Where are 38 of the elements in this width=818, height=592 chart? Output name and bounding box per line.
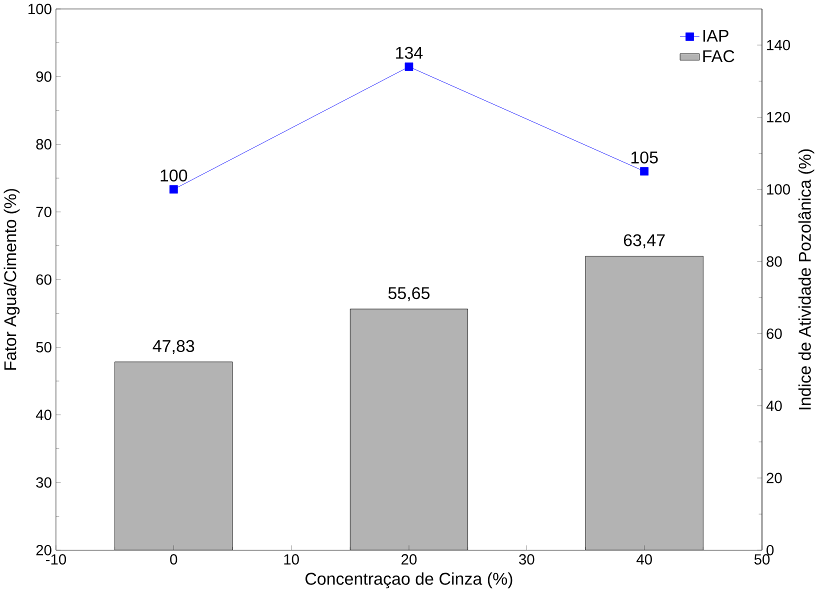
x-tick-label: -10 [46,554,66,565]
y2-tick-label: 80 [766,256,782,267]
x-tick-label: 50 [754,554,770,565]
legend-label: IAP [703,30,728,42]
x-tick-label: 30 [519,554,534,565]
y-tick-label: 60 [36,274,52,285]
point [404,62,414,71]
y-axis-title: Fator Agua/Cimento (%) [4,189,20,370]
x-tick-label: 40 [636,554,652,565]
y2-tick-label: 0 [766,544,774,556]
y2-tick-label: 20 [766,472,782,484]
point [640,167,649,176]
data-label: 105 [631,151,658,164]
y-tick-label: 20 [36,544,52,556]
y-tick-label: 90 [36,71,52,82]
y-tick-label: 70 [36,206,52,218]
y2-tick-label: 60 [766,328,782,339]
y2-tick-label: 140 [767,40,790,50]
data-label: 55,65 [388,287,430,302]
y2-tick-label: 120 [767,112,790,122]
data-label: 134 [396,46,423,59]
data-label: 47,83 [152,340,194,354]
y2-axis-title: Indice de Atividade Pozolânica (%) [798,149,814,410]
y-tick-label: 30 [36,477,52,488]
y-tick-label: 40 [36,410,52,420]
y-tick-label: 50 [36,342,52,352]
legend-label: FAC [703,50,734,62]
y-tick-label: 80 [36,139,52,150]
x-tick-label: 20 [402,554,417,565]
data-label: 63,47 [624,234,665,248]
x-tick-label: 0 [170,554,178,565]
y2-tick-label: 40 [766,400,782,412]
x-tick-label: 10 [284,554,299,565]
x-axis-title: Concentraçao de Cinza (%) [306,572,512,588]
y-tick-label: 100 [28,4,52,14]
y2-tick-label: 100 [767,184,790,195]
point [169,185,178,194]
data-label: 100 [160,169,188,182]
